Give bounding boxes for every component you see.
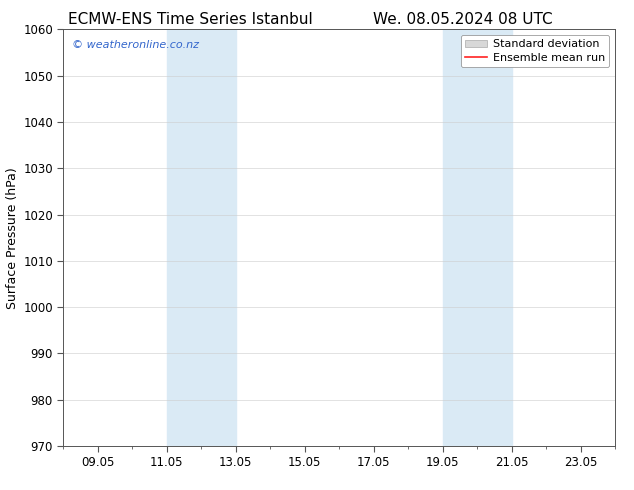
Text: © weatheronline.co.nz: © weatheronline.co.nz (72, 40, 198, 50)
Y-axis label: Surface Pressure (hPa): Surface Pressure (hPa) (6, 167, 19, 309)
Bar (443, 29, 512, 446)
Text: We. 08.05.2024 08 UTC: We. 08.05.2024 08 UTC (373, 12, 553, 27)
Text: ECMW-ENS Time Series Istanbul: ECMW-ENS Time Series Istanbul (68, 12, 313, 27)
Legend: Standard deviation, Ensemble mean run: Standard deviation, Ensemble mean run (460, 35, 609, 67)
Bar (167, 29, 236, 446)
